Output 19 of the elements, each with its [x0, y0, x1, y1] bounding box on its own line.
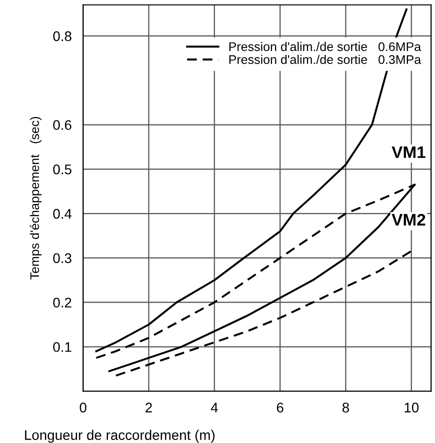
x-tick-label: 4: [210, 402, 218, 412]
y-tick-label: 0.5: [53, 164, 72, 174]
x-tick-label: 6: [276, 402, 284, 412]
y-tick-label: 0.2: [53, 298, 72, 308]
x-tick-label: 2: [146, 402, 152, 412]
x-tick-label: 10: [404, 402, 419, 412]
y-tick-label: 0.3: [53, 253, 72, 264]
x-tick-label: 0: [80, 402, 86, 412]
y-tick-label: 0.6: [53, 120, 72, 130]
y-tick-label: 0.1: [53, 342, 72, 352]
y-tick-label: 0.4: [53, 208, 72, 219]
annotation: VM2: [392, 214, 426, 226]
x-axis-title: Longueur de raccordement (m): [25, 430, 215, 443]
legend-label: Pression d'alim./de sortie 0.6MPa: [229, 42, 422, 52]
x-tick-label: 8: [342, 402, 349, 412]
legend-label: Pression d'alim./de sortie 0.3MPa: [229, 54, 422, 64]
y-axis-title: Temps d'échappement (sec): [30, 117, 42, 280]
y-tick-label: 0.8: [53, 31, 72, 42]
annotation: VM1: [392, 146, 426, 158]
